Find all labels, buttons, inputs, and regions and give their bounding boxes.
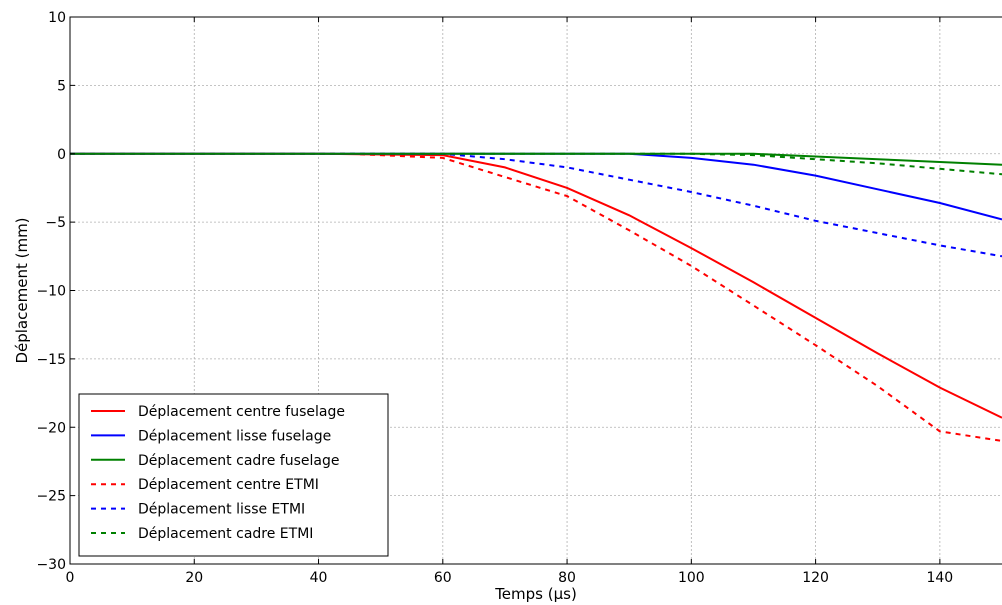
legend-label: Déplacement centre fuselage (138, 404, 345, 420)
legend-label: Déplacement cadre fuselage (138, 453, 339, 469)
x-tick-label: 140 (926, 570, 953, 586)
x-tick-label: 60 (434, 570, 452, 586)
y-tick-label: −20 (36, 420, 66, 436)
x-tick-label: 40 (310, 570, 328, 586)
series-line (70, 152, 1002, 176)
y-tick-label: 5 (57, 78, 66, 94)
series-layer (70, 152, 1002, 442)
legend-label: Déplacement lisse ETMI (138, 502, 305, 518)
series-line (70, 152, 1002, 166)
y-tick-label: −30 (36, 557, 66, 573)
x-tick-label: 0 (66, 570, 75, 586)
series-line (70, 152, 1002, 442)
y-tick-label: 10 (48, 10, 66, 26)
tick-layer: 0 20 40 60 80 100 120 140 10 5 0 −5 −10 −15 −20 −25 −30 (36, 10, 953, 586)
x-axis-label: Temps (µs) (494, 585, 577, 603)
y-tick-label: −25 (36, 489, 66, 505)
legend: Déplacement centre fuselage Déplacement l… (78, 393, 389, 557)
legend-label: Déplacement cadre ETMI (138, 526, 313, 542)
x-tick-label: 20 (185, 570, 203, 586)
y-tick-label: 0 (57, 147, 66, 163)
y-tick-label: −10 (36, 284, 66, 300)
y-tick-label: −5 (45, 215, 66, 231)
y-tick-label: −15 (36, 352, 66, 368)
x-tick-label: 80 (558, 570, 576, 586)
legend-label: Déplacement lisse fuselage (138, 428, 331, 444)
series-line (70, 152, 1002, 258)
x-tick-label: 120 (802, 570, 829, 586)
series-line (70, 152, 1002, 419)
legend-label: Déplacement centre ETMI (138, 477, 319, 493)
legend-box (78, 393, 389, 557)
y-axis-label: Déplacement (mm) (13, 217, 31, 363)
x-tick-label: 100 (678, 570, 705, 586)
